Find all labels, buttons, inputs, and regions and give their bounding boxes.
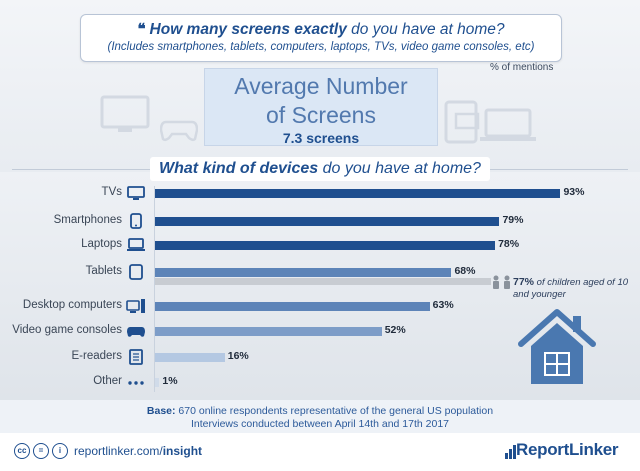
value-label-laptops: 78% [498,238,520,250]
bar-laptops [155,241,496,250]
bar-tvs [155,189,561,198]
tv-decoration-icon [100,95,150,135]
category-label-tvs: TVs [101,186,122,198]
base-line1: 670 online respondents representative of… [175,405,494,417]
quote-mark-icon: ❝ [137,21,146,38]
category-label-e-readers: E-readers [71,350,123,362]
desktop-computer-icon [126,299,145,313]
value-label-other: 1% [162,375,178,387]
laptop-decoration-icon [478,108,538,144]
children-note: 77% of children aged of 10 and younger [513,276,637,301]
category-label-desktop-computers: Desktop computers [22,299,122,311]
chart-title-rest: do you have at home? [318,160,481,177]
tablet-decoration-icon [442,100,482,144]
value-label-smartphones: 79% [502,214,524,226]
dots-icon [128,381,144,385]
equals-icon: = [33,443,49,459]
chart-title-bold: What kind of devices [159,160,319,177]
e-reader-icon [129,349,143,365]
smartphone-icon [130,213,142,229]
value-label-e-readers: 16% [227,350,249,362]
footer-link[interactable]: reportlinker.com/insight [74,444,202,458]
bar-tablets-children [155,278,491,285]
creative-commons-icon: cc [14,443,30,459]
tv-icon [127,186,145,200]
base-band [0,400,640,433]
category-label-smartphones: Smartphones [53,214,122,226]
base-note: Base: 670 online respondents representat… [0,405,640,431]
base-label: Base: [146,405,176,417]
bar-other [155,378,160,387]
question-bold: How many screens exactly [149,21,347,38]
base-line2: Interviews conducted between April 14th … [190,418,449,430]
divider-right [490,169,628,170]
bar-desktop-computers [155,302,430,311]
category-label-video-game-consoles: Video game consoles [12,324,122,336]
bar-e-readers [155,353,225,362]
value-label-video-game-consoles: 52% [384,324,406,336]
children-icon [491,275,513,294]
footer-url-bold: insight [162,444,203,458]
question-note: (Includes smartphones, tablets, computer… [107,41,535,53]
category-label-other: Other [93,375,122,387]
value-label-tvs: 93% [563,186,585,198]
chart-title: What kind of devices do you have at home… [150,157,490,181]
question-box: ❝ How many screens exactly do you have at… [80,14,562,62]
reportlinker-logo-icon [505,445,517,464]
attribution-icon: i [52,443,68,459]
children-value: 77% [513,276,535,288]
gamepad-decoration-icon [160,120,198,142]
average-screens-box: Average Number of Screens 7.3 screens [204,68,438,146]
chart-axis [154,186,155,392]
average-title-line1: Average Number [234,73,408,99]
bar-video-game-consoles [155,327,382,336]
tablet-icon [129,264,143,280]
brand-name: ReportLinker [516,440,619,459]
bar-tablets [155,268,452,277]
footer-url-plain: reportlinker.com/ [74,444,163,458]
children-note-text: of children aged of 10 and younger [513,277,629,300]
question-line: ❝ How many screens exactly do you have at… [81,20,561,39]
average-title-line2: of Screens [266,102,376,128]
footer [0,434,640,471]
laptop-icon [127,238,145,251]
value-label-desktop-computers: 63% [432,299,454,311]
bar-smartphones [155,217,500,226]
average-value: 7.3 screens [282,130,360,146]
value-label-tablets: 68% [454,265,476,277]
category-label-laptops: Laptops [81,238,122,250]
mentions-note: % of mentions [490,62,554,73]
question-rest: do you have at home? [346,21,505,38]
category-label-tablets: Tablets [85,265,122,277]
divider-left [12,169,150,170]
gamepad-icon [127,327,145,337]
house-icon [517,306,597,391]
